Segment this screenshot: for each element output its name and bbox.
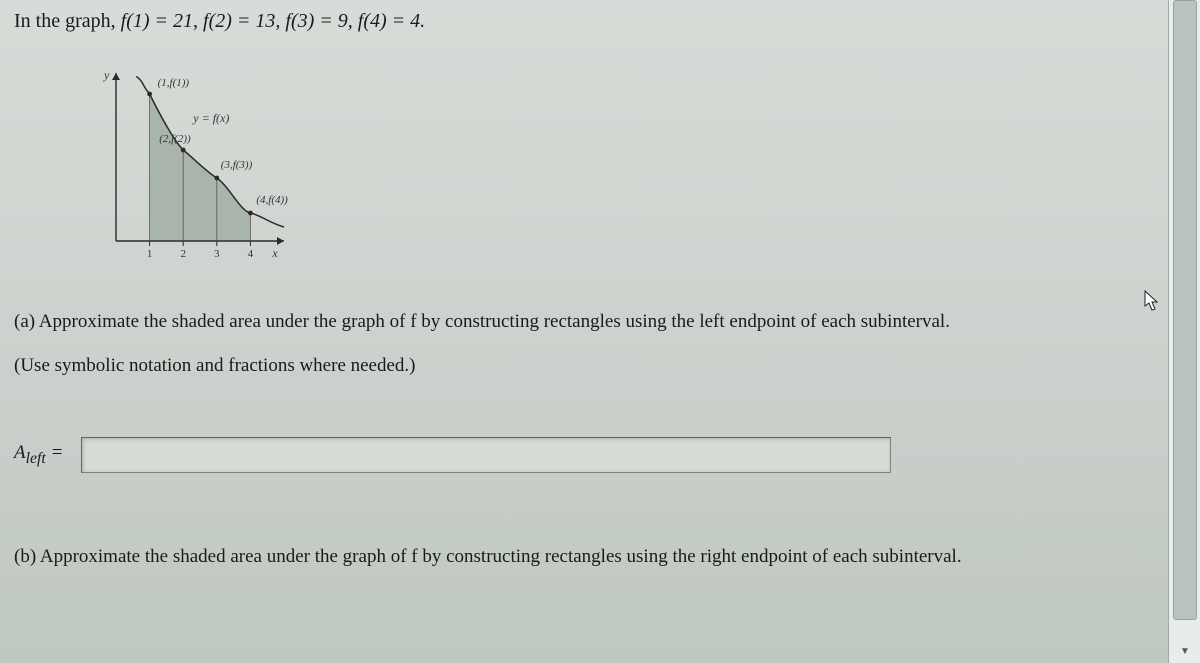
function-graph: 1 2 3 4 y x y = f(x) (1,f(1)) (2,f(2)) (3,f(3)) (4… <box>80 63 310 273</box>
svg-text:(4,f(4)): (4,f(4)) <box>256 194 288 206</box>
answer-input-a[interactable] <box>81 437 891 473</box>
graph-figure: 1 2 3 4 y x y = f(x) (1,f(1)) (2,f(2)) (3,f(3)) (4… <box>80 63 1148 278</box>
svg-text:2: 2 <box>180 248 186 260</box>
svg-text:3: 3 <box>214 248 220 260</box>
svg-text:y = f(x): y = f(x) <box>192 111 229 125</box>
part-a-text: (a) Approximate the shaded area under th… <box>10 308 1148 337</box>
cursor-icon <box>1144 290 1160 312</box>
svg-text:(1,f(1)): (1,f(1)) <box>158 77 190 89</box>
svg-text:(2,f(2)): (2,f(2)) <box>159 133 191 145</box>
scrollbar-arrow-down-icon[interactable]: ▼ <box>1169 639 1200 663</box>
svg-text:1: 1 <box>147 248 153 260</box>
instruction-text: (Use symbolic notation and fractions whe… <box>10 355 1148 377</box>
intro-values: f(1) = 21, f(2) = 13, f(3) = 9, f(4) = 4… <box>121 10 426 32</box>
intro-prefix: In the graph, <box>14 10 121 32</box>
svg-text:x: x <box>271 246 278 260</box>
problem-intro: In the graph, f(1) = 21, f(2) = 13, f(3)… <box>10 10 1148 33</box>
answer-row-a: Aleft = <box>10 437 1148 473</box>
answer-label-a: Aleft = <box>14 442 63 468</box>
part-b-text: (b) Approximate the shaded area under th… <box>10 543 1148 572</box>
question-panel: In the graph, f(1) = 21, f(2) = 13, f(3)… <box>0 0 1168 663</box>
svg-text:y: y <box>103 68 110 82</box>
vertical-scrollbar[interactable]: ▼ <box>1168 0 1200 663</box>
scrollbar-thumb[interactable] <box>1173 0 1197 620</box>
svg-text:4: 4 <box>248 248 254 260</box>
svg-text:(3,f(3)): (3,f(3)) <box>221 159 253 171</box>
